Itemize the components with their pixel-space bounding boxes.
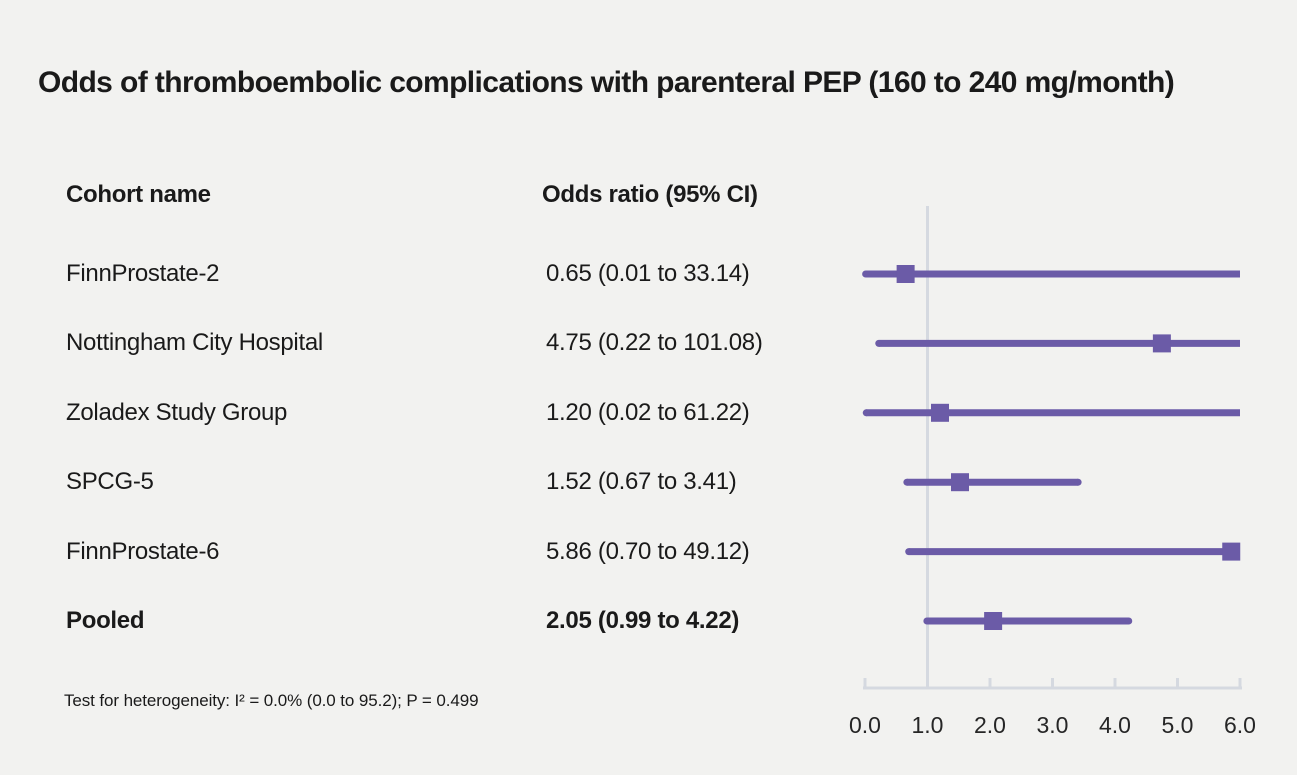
odds-ratio-marker bbox=[1222, 542, 1241, 561]
odds-ratio-value-label: 1.52 (0.67 to 3.41) bbox=[546, 468, 737, 496]
odds-ratio-value-label: 4.75 (0.22 to 101.08) bbox=[546, 329, 763, 357]
odds-ratio-value-label: 0.65 (0.01 to 33.14) bbox=[546, 260, 750, 287]
odds-ratio-value-label: 2.05 (0.99 to 4.22) bbox=[546, 607, 740, 634]
cohort-name-label: Nottingham City Hospital bbox=[66, 329, 323, 357]
ci-line-cap bbox=[905, 548, 913, 556]
x-tick-label: 5.0 bbox=[1162, 712, 1194, 738]
column-header-cohort: Cohort name bbox=[66, 181, 211, 208]
cohort-name-label: Zoladex Study Group bbox=[66, 398, 288, 426]
x-tick-label: 0.0 bbox=[849, 712, 881, 738]
odds-ratio-marker bbox=[984, 612, 1003, 630]
x-tick-label: 4.0 bbox=[1099, 712, 1131, 738]
cohort-name-label: FinnProstate-6 bbox=[66, 537, 220, 565]
ci-line-cap bbox=[1074, 478, 1082, 486]
ci-line-cap bbox=[862, 270, 870, 278]
ci-line-cap bbox=[903, 478, 911, 486]
odds-ratio-marker bbox=[1152, 334, 1171, 353]
heterogeneity-note: Test for heterogeneity: I² = 0.0% (0.0 t… bbox=[64, 691, 479, 710]
odds-ratio-marker bbox=[896, 265, 915, 283]
ci-line-cap bbox=[862, 409, 870, 417]
x-tick-label: 1.0 bbox=[912, 712, 944, 738]
odds-ratio-value-label: 5.86 (0.70 to 49.12) bbox=[546, 537, 750, 565]
ci-line-cap bbox=[923, 617, 931, 625]
column-header-odds-ratio: Odds ratio (95% CI) bbox=[542, 181, 758, 208]
cohort-name-label: SPCG-5 bbox=[66, 468, 154, 496]
chart-title: Odds of thromboembolic complications wit… bbox=[38, 66, 1175, 99]
x-tick-label: 2.0 bbox=[974, 712, 1006, 738]
ci-line-cap bbox=[875, 339, 883, 347]
odds-ratio-marker bbox=[951, 473, 969, 492]
ci-line-cap bbox=[1125, 617, 1133, 625]
odds-ratio-marker bbox=[931, 403, 949, 422]
odds-ratio-value-label: 1.20 (0.02 to 61.22) bbox=[546, 398, 750, 426]
x-tick-label: 6.0 bbox=[1224, 712, 1256, 738]
cohort-name-label: FinnProstate-2 bbox=[66, 260, 220, 287]
cohort-name-label: Pooled bbox=[66, 607, 145, 634]
x-tick-label: 3.0 bbox=[1037, 712, 1069, 738]
